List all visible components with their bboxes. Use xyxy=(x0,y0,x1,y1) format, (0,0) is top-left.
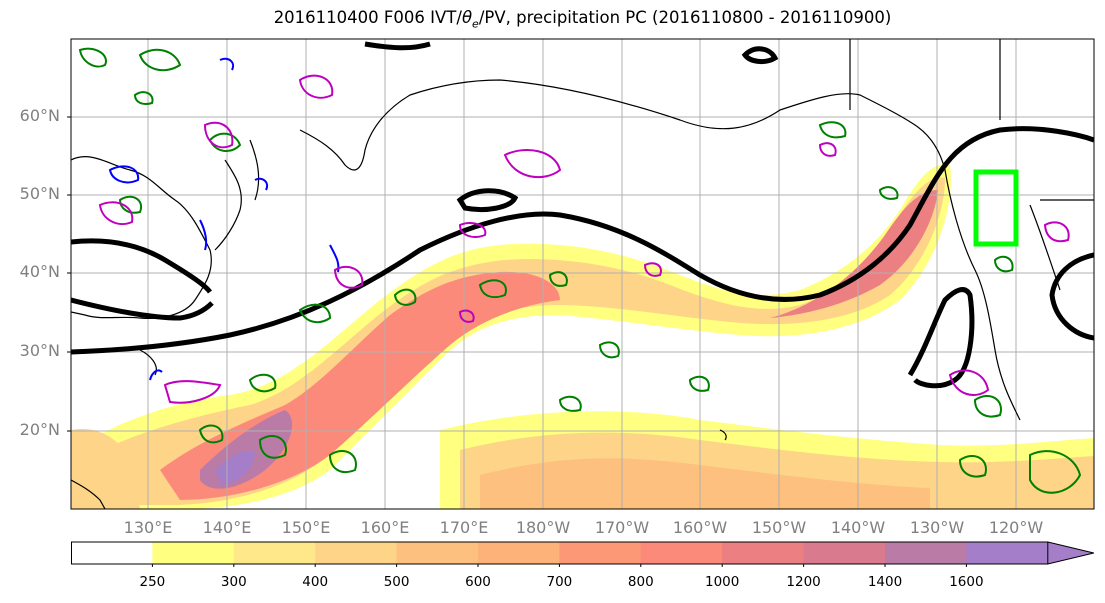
pv-blue-contours xyxy=(108,57,340,381)
colorbar xyxy=(71,541,1094,567)
title-subscript: e xyxy=(472,17,479,31)
colorbar-label: 1600 xyxy=(949,574,984,590)
colorbar-label: 800 xyxy=(627,574,654,590)
colorbar-bin xyxy=(152,542,235,564)
colorbar-label: 300 xyxy=(220,574,247,590)
lon-label-180w: 180°W xyxy=(515,518,571,537)
graticule xyxy=(71,39,1094,509)
map-title: 2016110400 F006 IVT/θe/PV, precipitation… xyxy=(0,8,1105,30)
colorbar-bin xyxy=(396,542,479,564)
colorbar-bin xyxy=(966,542,1049,564)
pv-magenta-contours xyxy=(98,74,1070,404)
colorbar-label: 600 xyxy=(465,574,491,590)
theta-e-contours xyxy=(71,41,1094,389)
colorbar-label: 1200 xyxy=(786,574,821,590)
target-region-box xyxy=(973,169,1019,247)
colorbar-bin xyxy=(71,542,153,564)
pv-green-contours xyxy=(78,47,1082,494)
lat-label-20n: 20°N xyxy=(19,420,60,439)
colorbar-bin xyxy=(478,542,560,564)
lon-label-140e: 140°E xyxy=(202,518,252,537)
lon-label-150e: 150°E xyxy=(281,518,331,537)
colorbar-label: 700 xyxy=(546,574,573,590)
lon-label-140w: 140°W xyxy=(830,518,886,537)
lon-label-160w: 160°W xyxy=(672,518,728,537)
colorbar-bin xyxy=(315,542,398,564)
colorbar-bin xyxy=(233,542,316,564)
title-theta: θ xyxy=(461,8,473,27)
title-suffix: /PV, precipitation PC (2016110800 - 2016… xyxy=(478,8,892,27)
lon-label-160e: 160°E xyxy=(360,518,410,537)
colorbar-extend-arrow xyxy=(1047,541,1094,565)
lat-label-50n: 50°N xyxy=(19,184,60,203)
colorbar-label: 1400 xyxy=(867,574,903,590)
colorbar-label: 500 xyxy=(383,574,410,590)
lon-label-170e: 170°E xyxy=(439,518,489,537)
title-prefix: 2016110400 F006 IVT/ xyxy=(273,8,462,27)
colorbar-bin xyxy=(640,542,723,564)
colorbar-bin xyxy=(559,542,642,564)
colorbar-label: 250 xyxy=(139,574,166,590)
lon-label-120w: 120°W xyxy=(988,518,1044,537)
colorbar-bin xyxy=(885,542,967,564)
lon-label-130e: 130°E xyxy=(123,518,173,537)
lat-label-40n: 40°N xyxy=(19,262,60,281)
lat-label-30n: 30°N xyxy=(19,341,60,360)
lon-label-150w: 150°W xyxy=(751,518,807,537)
lon-label-130w: 130°W xyxy=(909,518,965,537)
coastlines xyxy=(71,39,1094,509)
lat-label-60n: 60°N xyxy=(19,106,60,125)
colorbar-label: 400 xyxy=(302,574,329,590)
colorbar-bin xyxy=(722,542,805,564)
map-frame xyxy=(70,38,1095,510)
axis-ticks xyxy=(67,116,71,432)
map-area xyxy=(71,39,1094,509)
lon-label-170w: 170°W xyxy=(594,518,650,537)
colorbar-label: 1000 xyxy=(705,574,740,590)
colorbar-bin xyxy=(803,542,886,564)
